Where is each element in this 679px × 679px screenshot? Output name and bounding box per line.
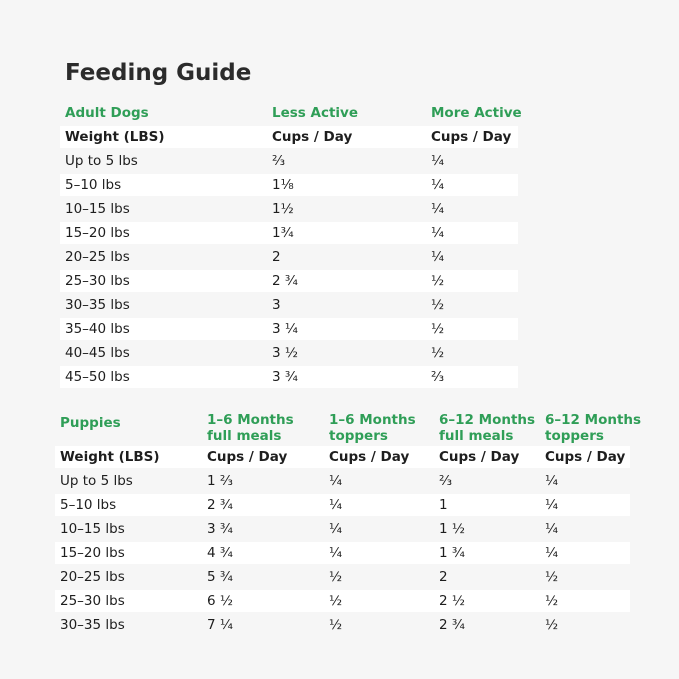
group-header: 1–6 Months full meals bbox=[207, 412, 294, 444]
header-band bbox=[55, 446, 630, 468]
table-cell: 15–20 lbs bbox=[60, 545, 125, 561]
table-cell: 20–25 lbs bbox=[65, 249, 130, 265]
table-cell: ¼ bbox=[431, 177, 445, 193]
table-cell: 1½ bbox=[272, 201, 294, 217]
group-header: More Active bbox=[431, 105, 522, 121]
table-cell: ¼ bbox=[329, 497, 343, 513]
table-cell: ⅔ bbox=[439, 473, 453, 489]
table-cell: 2 ¾ bbox=[272, 273, 298, 289]
table-cell: ½ bbox=[329, 593, 343, 609]
group-header: Adult Dogs bbox=[65, 105, 149, 121]
table-cell: 35–40 lbs bbox=[65, 321, 130, 337]
table-cell: 3 ½ bbox=[272, 345, 298, 361]
table-cell: 10–15 lbs bbox=[65, 201, 130, 217]
table-cell: 25–30 lbs bbox=[65, 273, 130, 289]
table-cell: 30–35 lbs bbox=[65, 297, 130, 313]
row-band bbox=[55, 542, 630, 564]
table-cell: ⅔ bbox=[272, 153, 286, 169]
table-cell: 1 ¾ bbox=[439, 545, 465, 561]
column-header: Weight (LBS) bbox=[65, 129, 165, 145]
table-cell: ½ bbox=[329, 569, 343, 585]
table-cell: 40–45 lbs bbox=[65, 345, 130, 361]
column-header: Cups / Day bbox=[329, 449, 410, 465]
table-cell: ¼ bbox=[545, 521, 559, 537]
table-cell: 4 ¾ bbox=[207, 545, 233, 561]
table-cell: 2 bbox=[272, 249, 281, 265]
table-cell: ¼ bbox=[329, 473, 343, 489]
table-cell: ½ bbox=[329, 617, 343, 633]
group-header: Puppies bbox=[60, 415, 121, 431]
table-cell: ½ bbox=[545, 569, 559, 585]
row-band bbox=[60, 270, 518, 292]
table-cell: 30–35 lbs bbox=[60, 617, 125, 633]
group-header: Less Active bbox=[272, 105, 359, 121]
table-cell: ¼ bbox=[329, 545, 343, 561]
column-header: Cups / Day bbox=[545, 449, 626, 465]
table-cell: 3 ¾ bbox=[272, 369, 298, 385]
table-cell: Up to 5 lbs bbox=[60, 473, 133, 489]
table-cell: 2 ½ bbox=[439, 593, 465, 609]
column-header: Weight (LBS) bbox=[60, 449, 160, 465]
table-cell: 10–15 lbs bbox=[60, 521, 125, 537]
group-header: 6–12 Months full meals bbox=[439, 412, 536, 444]
table-cell: 1 ⅔ bbox=[207, 473, 233, 489]
column-header: Cups / Day bbox=[431, 129, 512, 145]
column-header: Cups / Day bbox=[439, 449, 520, 465]
header-band bbox=[60, 126, 518, 148]
row-band bbox=[60, 318, 518, 340]
table-cell: 6 ½ bbox=[207, 593, 233, 609]
table-cell: 20–25 lbs bbox=[60, 569, 125, 585]
group-header: 1–6 Months toppers bbox=[329, 412, 416, 444]
table-cell: 1 bbox=[439, 497, 448, 513]
table-cell: 5 ¾ bbox=[207, 569, 233, 585]
table-cell: ½ bbox=[545, 617, 559, 633]
table-cell: 1 ½ bbox=[439, 521, 465, 537]
table-cell: ¼ bbox=[431, 153, 445, 169]
table-cell: 3 ¼ bbox=[272, 321, 298, 337]
table-cell: ⅔ bbox=[431, 369, 445, 385]
table-cell: 2 ¾ bbox=[439, 617, 465, 633]
table-cell: ½ bbox=[545, 593, 559, 609]
table-cell: ½ bbox=[431, 321, 445, 337]
table-cell: ¼ bbox=[431, 249, 445, 265]
table-cell: 2 bbox=[439, 569, 448, 585]
table-cell: ¼ bbox=[431, 201, 445, 217]
table-cell: 25–30 lbs bbox=[60, 593, 125, 609]
column-header: Cups / Day bbox=[207, 449, 288, 465]
column-header: Cups / Day bbox=[272, 129, 353, 145]
table-cell: 7 ¼ bbox=[207, 617, 233, 633]
table-cell: 3 ¾ bbox=[207, 521, 233, 537]
row-band bbox=[60, 222, 518, 244]
table-cell: 5–10 lbs bbox=[65, 177, 122, 193]
table-cell: ¼ bbox=[545, 497, 559, 513]
row-band bbox=[60, 366, 518, 388]
table-cell: 1⅛ bbox=[272, 177, 294, 193]
table-cell: 5–10 lbs bbox=[60, 497, 117, 513]
row-band bbox=[55, 494, 630, 516]
table-cell: 3 bbox=[272, 297, 281, 313]
page-title: Feeding Guide bbox=[65, 60, 252, 86]
table-cell: Up to 5 lbs bbox=[65, 153, 138, 169]
row-band bbox=[60, 174, 518, 196]
table-cell: 15–20 lbs bbox=[65, 225, 130, 241]
row-band bbox=[55, 590, 630, 612]
table-cell: ¼ bbox=[329, 521, 343, 537]
table-cell: ½ bbox=[431, 345, 445, 361]
table-cell: 45–50 lbs bbox=[65, 369, 130, 385]
table-cell: ¼ bbox=[545, 473, 559, 489]
table-cell: ¼ bbox=[545, 545, 559, 561]
group-header: 6–12 Months toppers bbox=[545, 412, 642, 444]
table-cell: ¼ bbox=[431, 225, 445, 241]
table-cell: 1¾ bbox=[272, 225, 294, 241]
table-cell: ½ bbox=[431, 297, 445, 313]
table-cell: ½ bbox=[431, 273, 445, 289]
table-cell: 2 ¾ bbox=[207, 497, 233, 513]
